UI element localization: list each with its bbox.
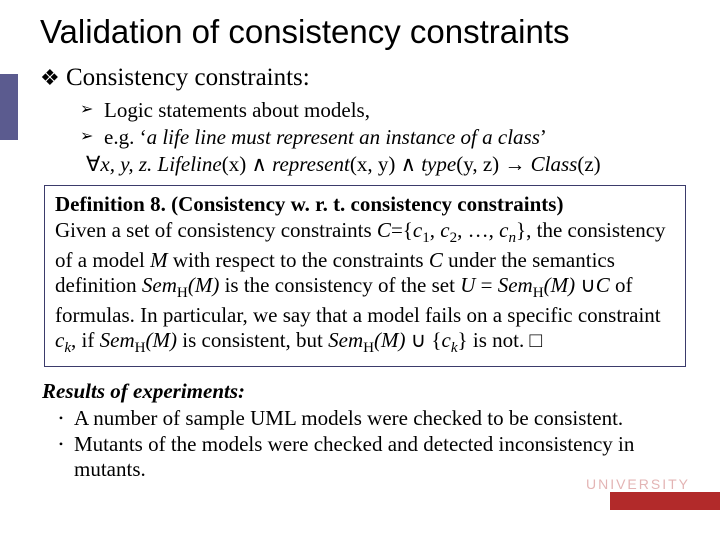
arg2: (x, y) [350, 152, 396, 176]
def-H4: H [363, 341, 374, 357]
dot-bullet-icon: • [48, 406, 74, 430]
def-close: }, the [516, 218, 562, 242]
pred-type: type [421, 152, 456, 176]
definition-box: Definition 8. (Consistency w. r. t. cons… [44, 185, 686, 367]
def-t5c: is consistent, but [177, 328, 323, 352]
def-ofM4: (M) [374, 328, 405, 352]
slide-title: Validation of consistency constraints [40, 14, 690, 50]
arrow-bullet-icon: ➢ [80, 98, 104, 122]
def-comma1: , [430, 218, 441, 242]
l1-text: Consistency constraints: [66, 64, 310, 92]
result-text-1: A number of sample UML models were check… [74, 406, 623, 432]
def-M: M [150, 248, 168, 272]
arrow-bullet-icon: ➢ [80, 125, 104, 149]
and2: ∧ [395, 152, 421, 176]
footer-brand-text: UNIVERSITY [586, 476, 690, 492]
def-ofM3: (M) [146, 328, 177, 352]
arg3: (y, z) [456, 152, 499, 176]
def-ik2: k [451, 341, 458, 357]
def-C: C [377, 218, 391, 242]
dot-bullet-icon: • [48, 432, 74, 456]
def-t6c: } is not. □ [458, 328, 543, 352]
l2-text-1: Logic statements about models, [104, 98, 370, 123]
bullet-l2-2: ➢ e.g. ‘a life line must represent an in… [80, 125, 690, 150]
def-t3b: is the consistency of the set [219, 273, 460, 297]
def-i1: 1 [422, 230, 430, 246]
arg1: (x) [222, 152, 247, 176]
arrow: → [499, 152, 531, 176]
def-H1: H [177, 285, 188, 301]
definition-lead: Definition 8. (Consistency w. r. t. cons… [55, 192, 563, 216]
result-item-1: • A number of sample UML models were che… [48, 406, 690, 432]
l2-text-2: e.g. ‘a life line must represent an inst… [104, 125, 547, 150]
def-C2: C [429, 248, 443, 272]
def-Sem3: Sem [100, 328, 135, 352]
def-ofM1: (M) [188, 273, 219, 297]
bullet-l1: ❖ Consistency constraints: [40, 64, 690, 92]
def-in: n [508, 230, 516, 246]
def-ck: c [55, 328, 64, 352]
def-Sem2: Sem [498, 273, 533, 297]
pred-class: Class [531, 152, 578, 176]
def-ofM2: (M) [544, 273, 575, 297]
l2-2-suffix: ’ [540, 125, 547, 149]
def-t5b: , if [71, 328, 100, 352]
footer-accent-bar [610, 492, 720, 510]
def-t1: Given a set of consistency constraints [55, 218, 377, 242]
and1: ∧ [246, 152, 272, 176]
def-H3: H [135, 341, 146, 357]
def-t2c: under [443, 248, 496, 272]
logic-formula: ∀x, y, z. Lifeline(x) ∧ represent(x, y) … [86, 152, 690, 177]
def-eq: ={ [391, 218, 413, 242]
diamond-bullet-icon: ❖ [40, 64, 66, 92]
forall-symbol: ∀ [86, 152, 100, 176]
formula-vars: x, y, z. [100, 152, 157, 176]
def-Sem1: Sem [142, 273, 177, 297]
def-U: U [460, 273, 475, 297]
def-t4a: = [481, 273, 498, 297]
def-dots: , …, [457, 218, 499, 242]
def-c1: c [413, 218, 422, 242]
l2-2-prefix: e.g. ‘ [104, 125, 147, 149]
arg4: (z) [577, 152, 600, 176]
pred-lifeline: Lifeline [158, 152, 222, 176]
def-c2: c [440, 218, 449, 242]
l2-2-italic: a life line must represent an instance o… [147, 125, 540, 149]
results-heading: Results of experiments: [42, 379, 690, 404]
def-t2b: with respect to the constraints [168, 248, 429, 272]
def-Sem4: Sem [328, 328, 363, 352]
def-t6b: ∪ { [406, 328, 442, 352]
def-H2: H [533, 285, 544, 301]
pred-represent: represent [272, 152, 350, 176]
left-accent-bar [0, 74, 18, 140]
bullet-l2-1: ➢ Logic statements about models, [80, 98, 690, 123]
def-cup1: ∪ [580, 273, 595, 297]
def-t5a: fails on a specific constraint [425, 303, 661, 327]
def-C3: C [596, 273, 610, 297]
def-ck2: c [441, 328, 450, 352]
